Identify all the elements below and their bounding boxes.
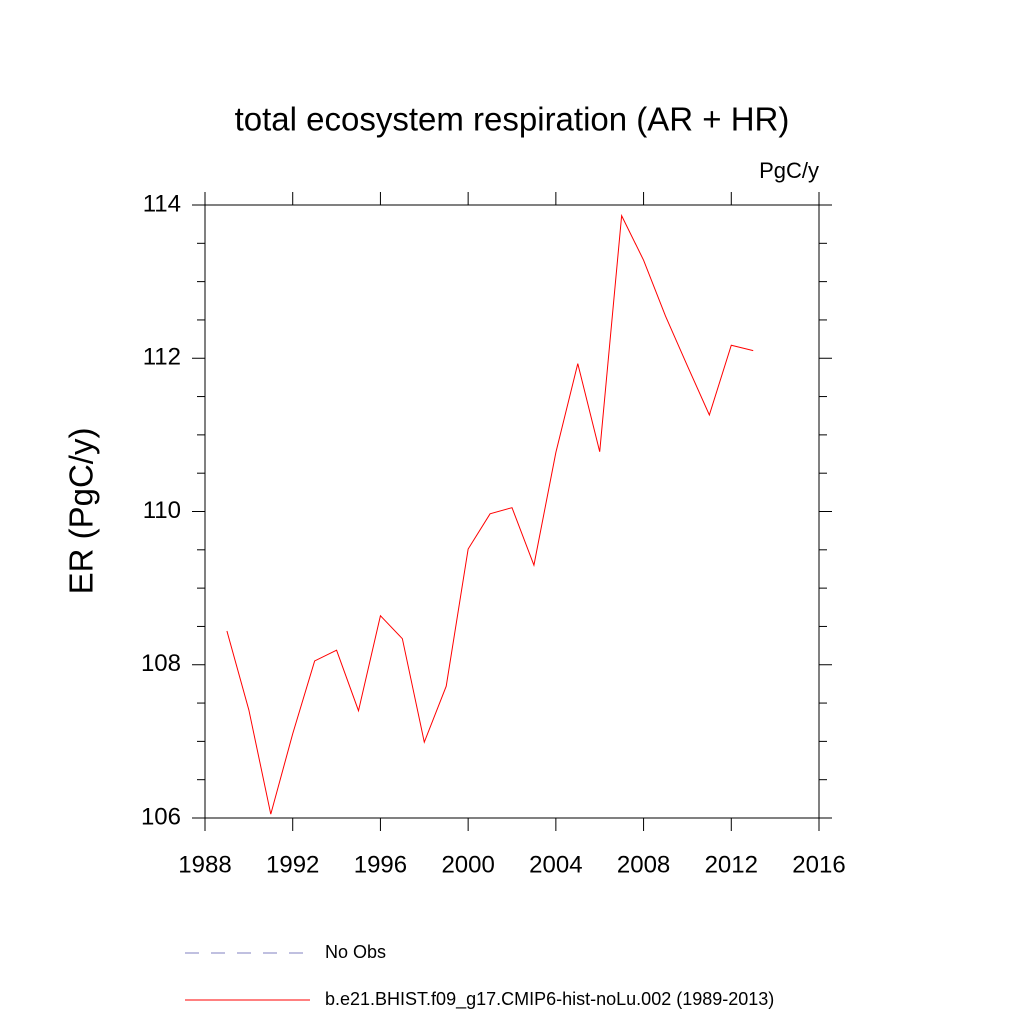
legend-label: b.e21.BHIST.f09_g17.CMIP6-hist-noLu.002 … [325,989,774,1010]
y-axis-label: ER (PgC/y) [63,428,100,595]
y-tick-label: 114 [143,190,181,217]
x-tick-label: 1996 [354,851,407,878]
y-tick-label: 112 [143,344,181,371]
units-label: PgC/y [759,158,819,183]
x-tick-label: 1992 [266,851,319,878]
y-tick-label: 106 [141,803,181,830]
x-tick-label: 2012 [705,851,758,878]
x-tick-label: 2004 [529,851,582,878]
legend-label: No Obs [325,942,386,962]
x-tick-label: 2016 [792,851,845,878]
x-tick-label: 2000 [441,851,494,878]
chart-title: total ecosystem respiration (AR + HR) [235,101,790,138]
y-tick-label: 110 [143,497,181,524]
plot-frame [204,204,820,819]
data-line [226,213,754,815]
x-tick-label: 1988 [178,851,231,878]
x-tick-label: 2008 [617,851,670,878]
y-tick-label: 108 [141,650,181,677]
